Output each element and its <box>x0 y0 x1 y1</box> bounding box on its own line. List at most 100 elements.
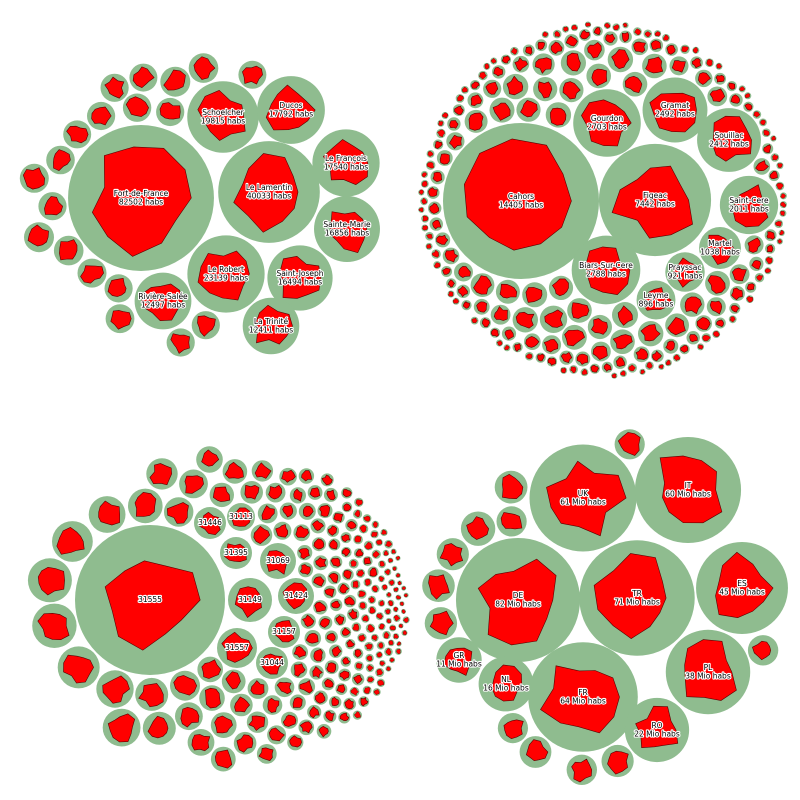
small-shape <box>369 606 376 614</box>
small-shape <box>293 646 307 658</box>
small-shape <box>293 488 303 502</box>
small-shape <box>537 41 545 50</box>
small-shape <box>525 287 543 303</box>
small-shape <box>166 502 189 524</box>
small-shape <box>421 180 428 187</box>
label-name: FR <box>578 688 588 697</box>
small-shape <box>363 686 371 694</box>
label-value: 60 Mio habs <box>665 490 711 499</box>
small-shape <box>581 369 588 375</box>
small-shape <box>607 750 629 775</box>
label-name: Fort-de-France <box>114 189 169 198</box>
small-shape <box>617 305 633 326</box>
small-shape <box>275 524 289 538</box>
territory-shape <box>712 115 752 162</box>
small-shape <box>426 162 435 169</box>
small-shape <box>473 275 492 295</box>
label-name: 31149 <box>238 595 262 604</box>
label-value: 16 Mio habs <box>483 684 529 693</box>
small-shape <box>506 75 524 96</box>
small-shape <box>496 340 503 346</box>
small-shape <box>356 569 365 577</box>
small-shape <box>543 339 559 353</box>
label-name: Le François <box>325 154 367 163</box>
small-shape <box>343 569 352 579</box>
small-shape <box>766 245 774 253</box>
small-shape <box>312 666 323 679</box>
small-shape <box>514 343 521 352</box>
small-shape <box>354 510 361 518</box>
small-shape <box>379 660 386 666</box>
small-shape <box>504 329 514 340</box>
small-shape <box>350 559 357 567</box>
small-shape <box>299 680 313 694</box>
small-shape <box>381 529 387 535</box>
pack-chart: 31555 31446 31113 31395 31069 31149 31424 31157… <box>27 446 410 772</box>
small-shape <box>663 34 669 41</box>
small-shape <box>376 613 384 620</box>
small-shape <box>132 66 155 89</box>
small-shape <box>303 505 314 518</box>
label-name: Le Lamentin <box>246 183 293 192</box>
small-shape <box>604 23 611 29</box>
label-name: Cahors <box>508 192 534 201</box>
small-shape <box>432 171 443 183</box>
small-shape <box>591 68 608 86</box>
small-shape <box>66 125 89 144</box>
small-shape <box>294 663 306 677</box>
small-shape <box>358 590 366 598</box>
label-name: Saint-Joseph <box>276 269 323 278</box>
small-shape <box>344 698 354 710</box>
label-value: 82502 habs <box>119 198 163 207</box>
small-shape <box>645 56 664 74</box>
small-shape <box>760 119 766 126</box>
small-shape <box>214 715 233 734</box>
small-shape <box>201 449 220 467</box>
small-shape <box>763 130 770 136</box>
small-shape <box>125 96 149 117</box>
small-shape <box>436 129 445 138</box>
small-shape <box>393 606 398 612</box>
small-shape <box>752 640 772 661</box>
small-shape <box>684 296 702 315</box>
territory-shape <box>234 586 262 618</box>
label-name: Le Robert <box>208 265 244 274</box>
small-shape <box>392 566 397 571</box>
label-name: 31113 <box>229 512 253 521</box>
small-shape <box>384 541 393 548</box>
small-shape <box>364 557 372 565</box>
small-shape <box>386 592 391 597</box>
territory-shape <box>642 287 672 311</box>
small-shape <box>376 539 383 545</box>
label-name: Schoelcher <box>202 108 244 117</box>
small-shape <box>56 526 85 555</box>
small-shape <box>449 134 462 149</box>
small-shape <box>309 706 320 719</box>
label-name: PL <box>704 663 714 672</box>
small-shape <box>110 310 132 330</box>
small-shape <box>396 641 401 646</box>
small-shape <box>709 300 723 315</box>
small-shape <box>698 72 711 85</box>
small-shape <box>321 474 333 486</box>
small-shape <box>771 135 776 141</box>
labeled-circles: 31555 31446 31113 31395 31069 31149 31424 31157… <box>75 503 314 679</box>
small-shape <box>318 726 329 738</box>
small-shape <box>384 609 391 615</box>
small-shape <box>212 486 231 502</box>
small-shape <box>550 41 563 55</box>
small-shape <box>537 81 553 99</box>
small-shape <box>706 58 713 67</box>
small-shape <box>492 102 511 121</box>
small-shape <box>367 664 374 672</box>
territory-shape <box>477 558 557 646</box>
territory-shape <box>261 653 283 675</box>
small-shape <box>765 256 773 265</box>
small-shape <box>622 22 628 28</box>
small-shape <box>620 370 626 377</box>
small-shape <box>745 93 751 99</box>
label-name: ES <box>737 579 747 588</box>
small-shape <box>225 671 241 690</box>
